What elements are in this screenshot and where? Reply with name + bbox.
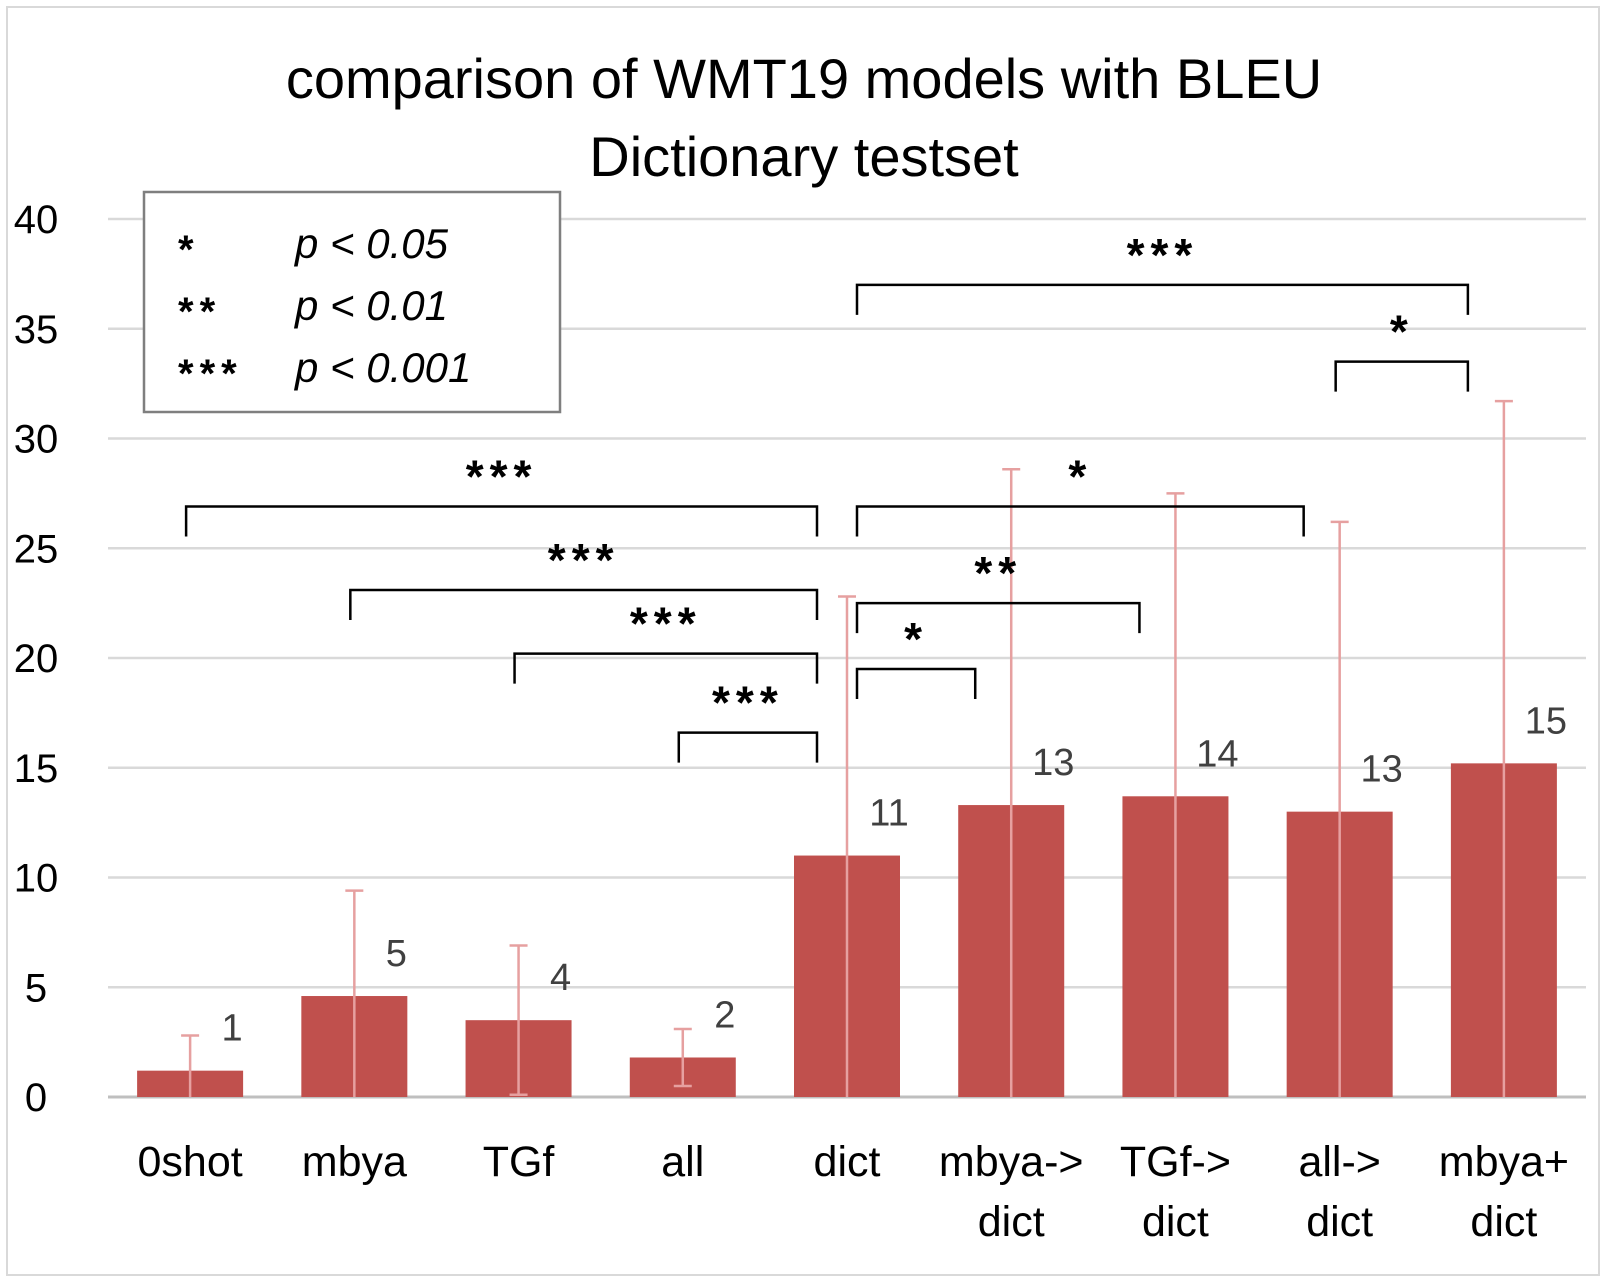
data-label: 1 [222, 1008, 243, 1050]
x-tick-label: mbya+ [1439, 1138, 1569, 1186]
significance-bracket [184, 505, 819, 537]
significance-bracket [855, 667, 977, 699]
significance-bracket [513, 652, 819, 684]
significance-stars: * [904, 613, 928, 665]
y-tick-label: 15 [14, 747, 59, 791]
significance-stars: *** [712, 677, 784, 729]
significance-bracket [855, 505, 1305, 537]
data-label: 15 [1525, 700, 1567, 742]
legend-text: p < 0.01 [293, 282, 448, 329]
chart-title-line: comparison of WMT19 models with BLEU [286, 47, 1322, 110]
significance-stars: *** [1127, 229, 1199, 281]
data-label: 4 [550, 957, 571, 999]
x-tick-label: dict [978, 1198, 1045, 1246]
x-tick-label: 0shot [138, 1138, 243, 1186]
x-tick-label: dict [1470, 1198, 1537, 1246]
x-tick-label: TGf [483, 1138, 556, 1186]
legend-text: p < 0.05 [293, 220, 449, 267]
x-tick-label: dict [814, 1138, 881, 1186]
data-label: 14 [1196, 733, 1238, 775]
significance-stars: *** [548, 534, 620, 586]
significance-bracket [349, 588, 819, 620]
significance-stars: * [1390, 306, 1414, 358]
significance-stars: ** [974, 547, 1022, 599]
significance-bracket [855, 283, 1470, 315]
y-tick-label: 5 [25, 966, 47, 1010]
data-label: 5 [386, 933, 407, 975]
x-tick-label: all [661, 1138, 704, 1186]
x-tick-label: dict [1306, 1198, 1373, 1246]
chart-title-line: Dictionary testset [589, 125, 1019, 188]
significance-bracket [1334, 360, 1470, 392]
data-label: 13 [1361, 749, 1403, 791]
x-tick-label: all-> [1298, 1138, 1380, 1186]
y-tick-label: 25 [14, 527, 59, 571]
significance-stars: *** [630, 598, 702, 650]
legend-box [142, 190, 562, 414]
y-tick-label: 20 [14, 637, 59, 681]
x-tick-label: mbya-> [939, 1138, 1084, 1186]
legend-text: p < 0.001 [293, 344, 471, 391]
legend-symbol: * [178, 228, 200, 272]
x-tick-label: TGf-> [1120, 1138, 1231, 1186]
y-tick-label: 30 [14, 418, 59, 462]
y-tick-label: 0 [25, 1076, 47, 1120]
x-tick-label: mbya [302, 1138, 407, 1186]
significance-bracket [677, 731, 819, 763]
data-label: 13 [1032, 742, 1074, 784]
data-label: 2 [714, 994, 735, 1036]
y-tick-label: 10 [14, 857, 59, 901]
legend-symbol: ** [178, 290, 221, 334]
x-tick-label: dict [1142, 1198, 1209, 1246]
significance-bracket [855, 601, 1141, 634]
significance-stars: * [1068, 451, 1092, 503]
y-tick-label: 35 [14, 308, 59, 352]
significance-stars: *** [466, 451, 538, 503]
data-label: 11 [869, 793, 908, 835]
legend-symbol: *** [178, 352, 243, 396]
y-tick-label: 40 [14, 198, 59, 242]
